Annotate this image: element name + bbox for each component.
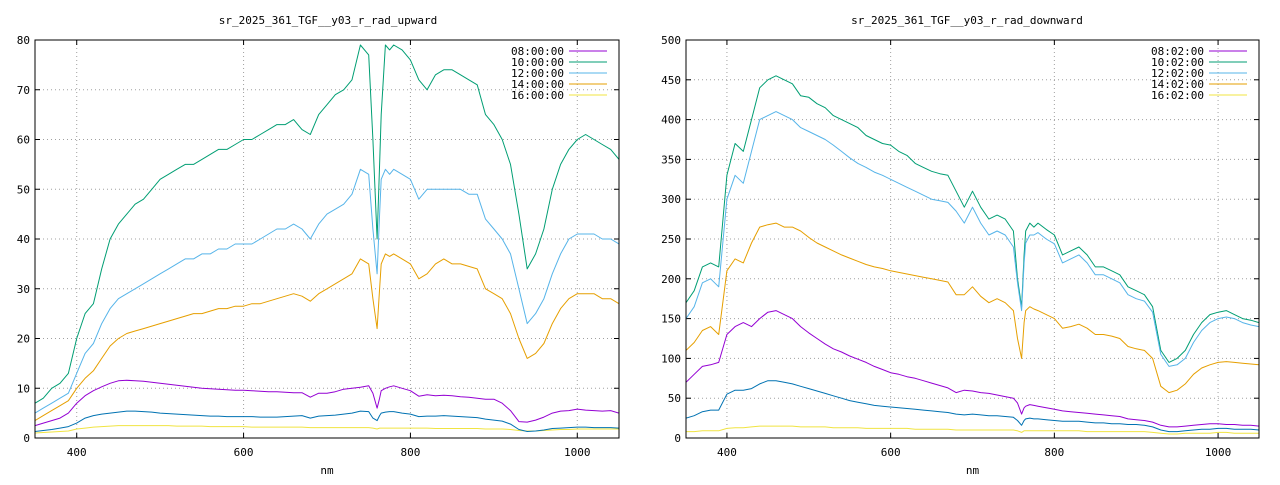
x-axis-label: nm <box>966 464 980 477</box>
legend-label: 16:00:00 <box>511 89 564 102</box>
y-tick-label: 450 <box>661 74 681 87</box>
plot-frame <box>685 39 1260 439</box>
x-tick-label: 1000 <box>564 446 591 459</box>
x-tick-label: 800 <box>1044 446 1064 459</box>
y-tick-label: 100 <box>661 352 681 365</box>
y-tick-label: 200 <box>661 273 681 286</box>
series-line-14-02-00 <box>686 222 1259 394</box>
y-tick-label: 80 <box>17 34 30 47</box>
y-tick-label: 20 <box>17 333 30 346</box>
x-axis-label: nm <box>320 464 334 477</box>
y-tick-label: 0 <box>674 432 681 445</box>
y-tick-label: 350 <box>661 153 681 166</box>
x-tick-label: 800 <box>400 446 420 459</box>
series-line-08-02-00 <box>686 310 1259 428</box>
legend-label: 14:02:00 <box>1151 78 1204 91</box>
series-line-unlabeled-5 <box>35 410 619 432</box>
legend-label: 12:00:00 <box>511 67 564 80</box>
x-tick-label: 1000 <box>1205 446 1232 459</box>
chart-title: sr_2025_361_TGF__y03_r_rad_upward <box>219 14 438 27</box>
y-tick-label: 30 <box>17 283 30 296</box>
y-tick-label: 40 <box>17 233 30 246</box>
legend-label: 14:00:00 <box>511 78 564 91</box>
y-tick-label: 50 <box>668 392 681 405</box>
x-tick-label: 600 <box>234 446 254 459</box>
legend-label: 12:02:00 <box>1151 67 1204 80</box>
y-tick-label: 500 <box>661 34 681 47</box>
y-tick-label: 300 <box>661 193 681 206</box>
series-line-12-00-00 <box>35 168 619 414</box>
series-line-unlabeled-5 <box>686 380 1259 433</box>
series-line-16-00-00 <box>35 425 619 434</box>
chart-panel-2: sr_2025_361_TGF__y03_r_rad_downward 400 60… <box>661 14 1260 477</box>
y-tick-label: 0 <box>23 432 30 445</box>
x-tick-label: 600 <box>881 446 901 459</box>
series-line-08-00-00 <box>35 379 619 427</box>
y-tick-label: 10 <box>17 382 30 395</box>
y-tick-label: 70 <box>17 84 30 97</box>
x-tick-label: 400 <box>67 446 87 459</box>
legend-label: 10:02:00 <box>1151 56 1204 69</box>
series-line-10-02-00 <box>686 75 1259 363</box>
y-tick-label: 150 <box>661 313 681 326</box>
legend-label: 08:00:00 <box>511 45 564 58</box>
y-tick-label: 60 <box>17 134 30 147</box>
series-line-16-02-00 <box>686 425 1259 435</box>
y-tick-label: 400 <box>661 114 681 127</box>
x-tick-label: 400 <box>717 446 737 459</box>
y-tick-label: 250 <box>661 233 681 246</box>
series-line-12-02-00 <box>686 111 1259 367</box>
plot-frame <box>34 39 620 439</box>
chart-title: sr_2025_361_TGF__y03_r_rad_downward <box>851 14 1083 27</box>
legend-label: 16:02:00 <box>1151 89 1204 102</box>
series-line-14-00-00 <box>35 253 619 422</box>
legend-label: 10:00:00 <box>511 56 564 69</box>
y-tick-label: 50 <box>17 183 30 196</box>
series-line-10-00-00 <box>35 44 619 404</box>
legend-label: 08:02:00 <box>1151 45 1204 58</box>
